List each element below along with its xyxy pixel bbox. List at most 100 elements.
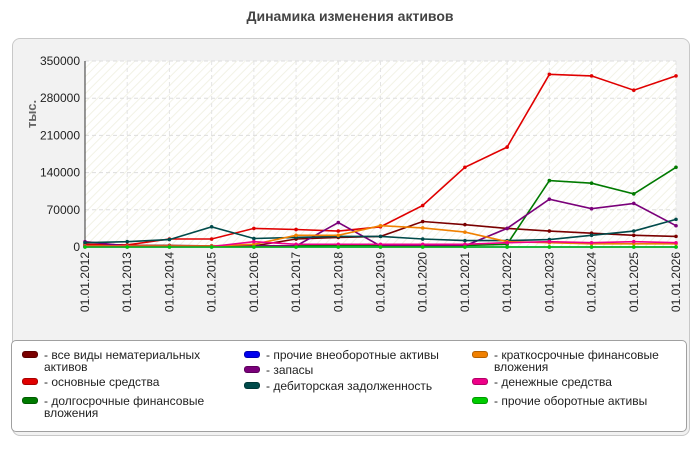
data-point <box>83 245 87 249</box>
data-point <box>294 233 298 238</box>
y-tick-label: 280000 <box>40 91 80 105</box>
data-point <box>674 234 678 239</box>
legend-item: - долгосрочные финансовые вложения <box>22 395 224 419</box>
legend-swatch <box>244 351 260 358</box>
data-point <box>463 238 467 243</box>
legend-label: - прочие оборотные активы <box>494 394 648 408</box>
data-point <box>378 242 383 247</box>
data-point <box>463 245 467 249</box>
data-point <box>505 226 509 231</box>
data-point <box>589 74 594 78</box>
data-point <box>167 245 172 249</box>
data-point <box>336 245 341 249</box>
data-point <box>674 165 678 170</box>
data-point <box>252 239 256 244</box>
data-point <box>674 240 678 245</box>
legend: - все виды нематериальных активов - основ… <box>11 340 687 432</box>
x-tick-label: 01.01.2025 <box>627 252 641 312</box>
data-point <box>420 203 425 208</box>
legend-item: - денежные средства <box>472 376 612 388</box>
data-point <box>547 197 552 201</box>
x-tick-label: 01.01.2022 <box>500 252 514 312</box>
legend-item: - прочие оборотные активы <box>472 395 647 407</box>
data-point <box>631 88 636 93</box>
legend-label: - долгосрочные финансовые вложения <box>44 394 205 420</box>
data-point <box>589 181 594 186</box>
legend-swatch <box>472 378 488 385</box>
x-tick-label: 01.01.2016 <box>247 252 261 312</box>
data-point <box>463 165 467 170</box>
legend-label: - дебиторская задолженность <box>266 379 433 393</box>
x-tick-label: 01.01.2024 <box>585 252 599 312</box>
legend-label: - краткосрочные финансовые вложения <box>494 348 659 374</box>
data-point <box>294 242 298 247</box>
data-point <box>378 234 383 239</box>
legend-item: - запасы <box>244 364 313 376</box>
data-point <box>589 233 594 238</box>
data-point <box>589 240 594 245</box>
data-point <box>420 237 425 241</box>
data-point <box>547 229 552 233</box>
x-tick-label: 01.01.2020 <box>416 252 430 312</box>
data-point <box>336 220 341 225</box>
x-tick-label: 01.01.2026 <box>669 252 683 312</box>
data-point <box>547 178 552 183</box>
data-point <box>294 245 298 249</box>
data-point <box>674 245 678 249</box>
legend-swatch <box>22 351 38 358</box>
data-point <box>378 245 383 249</box>
x-tick-label: 01.01.2021 <box>458 252 472 312</box>
data-point <box>631 245 636 249</box>
data-point <box>125 245 130 249</box>
data-point <box>463 222 467 227</box>
legend-item: - краткосрочные финансовые вложения <box>472 349 674 373</box>
legend-swatch <box>244 382 260 389</box>
data-point <box>463 242 467 247</box>
data-point <box>505 240 509 245</box>
data-point <box>252 242 256 247</box>
legend-swatch <box>22 378 38 385</box>
x-tick-label: 01.01.2014 <box>162 252 176 312</box>
legend-swatch <box>472 351 488 358</box>
legend-item: - все виды нематериальных активов <box>22 349 224 373</box>
data-point <box>336 233 341 238</box>
data-point <box>294 227 298 232</box>
data-point <box>420 245 425 249</box>
data-point <box>505 245 509 249</box>
data-point <box>631 239 636 244</box>
y-tick-label: 350000 <box>40 54 80 68</box>
data-point <box>631 229 636 233</box>
data-point <box>589 206 594 211</box>
legend-label: - прочие внеоборотные активы <box>266 348 439 362</box>
data-point <box>209 237 214 241</box>
x-tick-label: 01.01.2019 <box>374 252 388 312</box>
x-tick-label: 01.01.2013 <box>120 252 134 312</box>
data-point <box>589 245 594 249</box>
data-point <box>209 225 214 229</box>
legend-label: - денежные средства <box>494 375 612 389</box>
x-tick-label: 01.01.2018 <box>331 252 345 312</box>
x-tick-label: 01.01.2015 <box>205 252 219 312</box>
legend-swatch <box>22 397 38 404</box>
legend-item: - дебиторская задолженность <box>244 380 432 392</box>
x-tick-label: 01.01.2023 <box>542 252 556 312</box>
data-point <box>336 229 341 233</box>
data-point <box>83 240 87 245</box>
y-tick-label: 210000 <box>40 128 80 142</box>
data-point <box>209 245 214 249</box>
legend-item: - основные средства <box>22 376 159 388</box>
legend-swatch <box>244 366 260 373</box>
data-point <box>378 223 383 228</box>
y-axis-title: тыс. <box>24 100 39 128</box>
data-point <box>420 219 425 224</box>
data-point <box>547 245 552 249</box>
legend-label: - все виды нематериальных активов <box>44 348 201 374</box>
legend-swatch <box>472 397 488 404</box>
data-point <box>547 239 552 244</box>
data-point <box>252 236 256 241</box>
data-point <box>167 237 172 242</box>
chart-title: Динамика изменения активов <box>246 8 454 24</box>
data-point <box>674 217 678 222</box>
data-point <box>420 242 425 247</box>
